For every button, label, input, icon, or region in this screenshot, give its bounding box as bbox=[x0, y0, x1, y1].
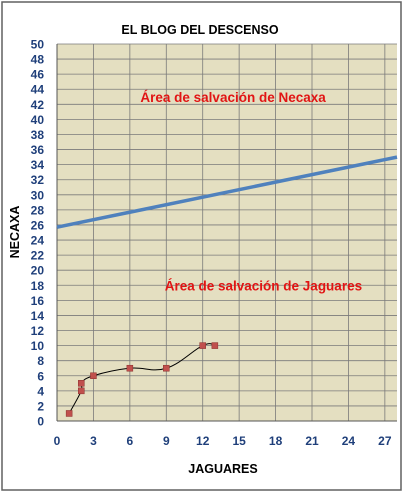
record-marker bbox=[211, 342, 219, 349]
x-tick-label: 15 bbox=[232, 434, 246, 448]
x-tick-label: 27 bbox=[378, 434, 392, 448]
record-marker bbox=[199, 342, 206, 349]
y-tick-label: 50 bbox=[31, 38, 45, 52]
y-tick-label: 14 bbox=[31, 309, 45, 323]
y-tick-label: 48 bbox=[31, 53, 45, 67]
y-tick-label: 38 bbox=[31, 128, 45, 142]
boundary-line bbox=[56, 155, 398, 229]
y-tick-label: 36 bbox=[31, 143, 45, 157]
x-tick-label: 6 bbox=[127, 434, 134, 448]
y-tick-label: 24 bbox=[31, 234, 45, 248]
y-tick-label: 26 bbox=[31, 218, 45, 232]
y-tick-label: 32 bbox=[31, 173, 45, 187]
annotations: Área de salvación de Necaxa Área de salva… bbox=[140, 90, 362, 294]
record-marker bbox=[126, 364, 134, 372]
x-tick-label: 12 bbox=[196, 434, 210, 448]
y-tick-label: 6 bbox=[37, 369, 44, 383]
x-axis-label: JAGUARES bbox=[188, 462, 257, 476]
record-marker bbox=[78, 387, 85, 395]
x-tick-label: 21 bbox=[305, 434, 319, 448]
y-tick-label: 22 bbox=[31, 249, 45, 263]
y-tick-label: 2 bbox=[37, 399, 44, 413]
x-tick-label: 3 bbox=[90, 434, 97, 448]
y-tick-label: 34 bbox=[31, 158, 45, 172]
record-marker bbox=[163, 364, 170, 372]
x-tick-label: 9 bbox=[163, 434, 170, 448]
y-tick-label: 44 bbox=[31, 83, 45, 97]
y-tick-label: 0 bbox=[37, 415, 44, 429]
data-layer bbox=[56, 155, 398, 417]
y-tick-label: 12 bbox=[31, 324, 45, 338]
axes: 0246810121416182022242628303234363840424… bbox=[31, 38, 397, 448]
y-tick-label: 46 bbox=[31, 68, 45, 82]
y-tick-label: 42 bbox=[31, 98, 45, 112]
x-tick-label: 24 bbox=[342, 434, 356, 448]
y-tick-label: 28 bbox=[31, 203, 45, 217]
annotation-text: Área de salvación de Jaguares bbox=[165, 278, 362, 293]
plot-area bbox=[57, 44, 397, 421]
chart-title: EL BLOG DEL DESCENSO bbox=[121, 23, 278, 37]
y-tick-label: 30 bbox=[31, 188, 45, 202]
y-axis-label: NECAXA bbox=[8, 206, 22, 259]
y-tick-label: 16 bbox=[31, 294, 45, 308]
annotation-text: Área de salvación de Necaxa bbox=[140, 90, 326, 105]
grid-lines bbox=[57, 43, 397, 422]
x-tick-label: 0 bbox=[54, 434, 61, 448]
y-tick-label: 4 bbox=[37, 384, 44, 398]
record-marker bbox=[65, 410, 73, 417]
y-tick-label: 20 bbox=[31, 264, 45, 278]
y-tick-label: 10 bbox=[31, 339, 45, 353]
record-marker bbox=[90, 372, 97, 380]
record-marker bbox=[78, 380, 85, 387]
y-tick-label: 40 bbox=[31, 113, 45, 127]
y-tick-label: 8 bbox=[37, 354, 44, 368]
y-tick-label: 18 bbox=[31, 279, 45, 293]
x-tick-label: 18 bbox=[269, 434, 283, 448]
